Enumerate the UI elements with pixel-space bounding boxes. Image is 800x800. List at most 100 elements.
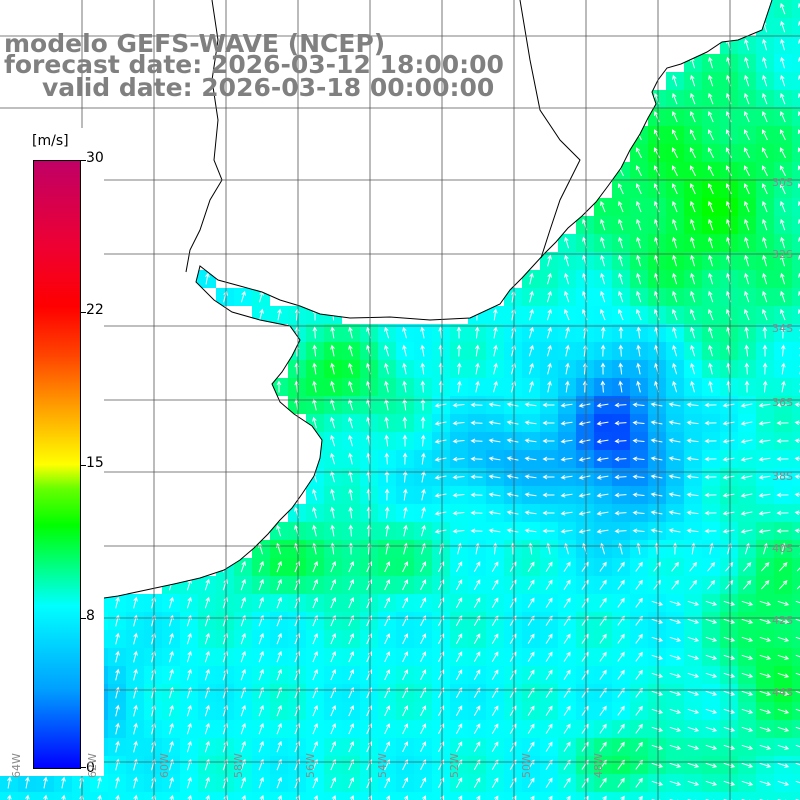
longitude-label: 52W bbox=[448, 753, 461, 778]
wind-speed-cell bbox=[252, 792, 270, 800]
wind-speed-cell bbox=[792, 378, 800, 396]
wind-speed-cell bbox=[342, 792, 360, 800]
wind-speed-cell bbox=[792, 342, 800, 360]
wind-speed-cell bbox=[666, 792, 684, 800]
latitude-label: 32S bbox=[772, 248, 793, 261]
wind-speed-cell bbox=[792, 540, 800, 558]
wind-speed-cell bbox=[504, 792, 522, 800]
wind-speed-cell bbox=[630, 792, 648, 800]
wind-speed-cell bbox=[702, 792, 720, 800]
wind-speed-cell bbox=[792, 774, 800, 792]
colorbar-tickmark bbox=[80, 160, 86, 161]
wind-speed-cell bbox=[792, 216, 800, 234]
wind-speed-cell bbox=[198, 792, 216, 800]
colorbar-tick-30: 30 bbox=[86, 150, 104, 166]
wind-speed-cell bbox=[792, 738, 800, 756]
wind-speed-cell bbox=[180, 792, 198, 800]
colorbar-gradient bbox=[33, 160, 81, 769]
longitude-label: 58W bbox=[232, 753, 245, 778]
wind-speed-cell bbox=[522, 792, 540, 800]
colorbar-tick-8: 8 bbox=[86, 608, 95, 624]
wind-speed-cell bbox=[324, 792, 342, 800]
wind-speed-cell bbox=[792, 270, 800, 288]
wind-speed-cell bbox=[90, 792, 108, 800]
wind-speed-cell bbox=[792, 594, 800, 612]
longitude-label: 50W bbox=[520, 753, 533, 778]
wind-speed-cell bbox=[792, 306, 800, 324]
latitude-label: 40S bbox=[772, 542, 793, 555]
wind-speed-cell bbox=[558, 792, 576, 800]
wind-speed-cell bbox=[360, 792, 378, 800]
wind-speed-cell bbox=[792, 126, 800, 144]
colorbar-tick-15: 15 bbox=[86, 455, 104, 471]
wind-speed-cell bbox=[216, 792, 234, 800]
wind-speed-cell bbox=[792, 720, 800, 738]
wind-speed-cell bbox=[792, 180, 800, 198]
wind-speed-cell bbox=[414, 792, 432, 800]
wind-speed-cell bbox=[792, 162, 800, 180]
wind-speed-cell bbox=[774, 792, 792, 800]
wind-speed-cell bbox=[270, 792, 288, 800]
wind-speed-cell bbox=[792, 144, 800, 162]
longitude-label: 60W bbox=[158, 753, 171, 778]
latitude-label: 38S bbox=[772, 470, 793, 483]
wind-speed-cell bbox=[792, 666, 800, 684]
wind-speed-cell bbox=[792, 36, 800, 54]
wind-speed-cell bbox=[792, 234, 800, 252]
latitude-label: 30S bbox=[772, 176, 793, 189]
latitude-label: 42S bbox=[772, 614, 793, 627]
colorbar-tickmark bbox=[80, 618, 86, 619]
wind-speed-cell bbox=[108, 792, 126, 800]
wind-speed-cell bbox=[792, 72, 800, 90]
wind-speed-cell bbox=[792, 684, 800, 702]
wind-speed-cell bbox=[792, 648, 800, 666]
colorbar-tick-22: 22 bbox=[86, 302, 104, 318]
wind-speed-cell bbox=[792, 18, 800, 36]
wind-speed-cell bbox=[162, 792, 180, 800]
wind-speed-cell bbox=[576, 792, 594, 800]
wind-speed-cell bbox=[792, 576, 800, 594]
wind-speed-cell bbox=[234, 792, 252, 800]
wind-speed-cell bbox=[792, 702, 800, 720]
wind-speed-cell bbox=[792, 558, 800, 576]
wind-speed-cell bbox=[648, 792, 666, 800]
wind-speed-cell bbox=[306, 792, 324, 800]
latitude-label: 36S bbox=[772, 396, 793, 409]
colorbar-tickmark bbox=[80, 312, 86, 313]
title-valid-date: valid date: 2026-03-18 00:00:00 bbox=[42, 73, 495, 102]
wind-speed-cell bbox=[792, 792, 800, 800]
wind-speed-cell bbox=[450, 792, 468, 800]
wind-speed-cell bbox=[432, 792, 450, 800]
wind-speed-cell bbox=[792, 630, 800, 648]
wind-speed-cell bbox=[594, 792, 612, 800]
wind-speed-cell bbox=[756, 792, 774, 800]
colorbar-units: [m/s] bbox=[32, 133, 69, 149]
wind-speed-cell bbox=[792, 198, 800, 216]
wind-speed-cell bbox=[486, 792, 504, 800]
longitude-label: 54W bbox=[376, 753, 389, 778]
wind-speed-cell bbox=[792, 54, 800, 72]
wind-speed-cell bbox=[396, 792, 414, 800]
latitude-label: 44S bbox=[772, 686, 793, 699]
wind-speed-cell bbox=[792, 756, 800, 774]
wind-speed-cell bbox=[792, 252, 800, 270]
wind-speed-cell bbox=[720, 792, 738, 800]
longitude-label: 62W bbox=[86, 753, 99, 778]
wind-speed-cell bbox=[792, 324, 800, 342]
wind-speed-cell bbox=[792, 288, 800, 306]
wind-speed-cell bbox=[126, 792, 144, 800]
wind-speed-cell bbox=[378, 792, 396, 800]
wind-speed-cell bbox=[144, 792, 162, 800]
wind-speed-cell bbox=[288, 792, 306, 800]
wind-speed-cell bbox=[468, 792, 486, 800]
wind-speed-cell bbox=[792, 90, 800, 108]
wind-speed-cell bbox=[792, 108, 800, 126]
wind-speed-cell bbox=[792, 0, 800, 18]
wind-speed-cell bbox=[792, 360, 800, 378]
longitude-label: 64W bbox=[10, 753, 23, 778]
wind-speed-cell bbox=[684, 792, 702, 800]
wind-speed-cell bbox=[738, 792, 756, 800]
longitude-label: 48W bbox=[592, 753, 605, 778]
wind-speed-cell bbox=[612, 792, 630, 800]
